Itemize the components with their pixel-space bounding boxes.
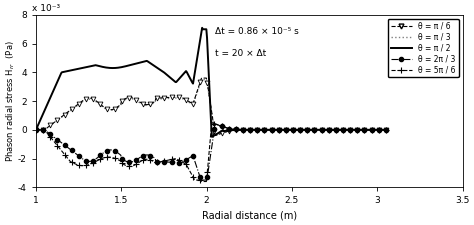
Text: x 10⁻³: x 10⁻³ — [32, 4, 60, 13]
Y-axis label: Phason radial stress H$_{rr}$  (Pa): Phason radial stress H$_{rr}$ (Pa) — [4, 40, 17, 162]
X-axis label: Radial distance (m): Radial distance (m) — [202, 211, 297, 221]
Legend: θ = π / 6, θ = π / 3, θ = π / 2, θ = 2π / 3, θ = 5π / 6: θ = π / 6, θ = π / 3, θ = π / 2, θ = 2π … — [388, 19, 459, 77]
Text: Δt = 0.86 × 10⁻⁵ s: Δt = 0.86 × 10⁻⁵ s — [215, 27, 299, 36]
Text: t = 20 × Δt: t = 20 × Δt — [215, 49, 266, 58]
